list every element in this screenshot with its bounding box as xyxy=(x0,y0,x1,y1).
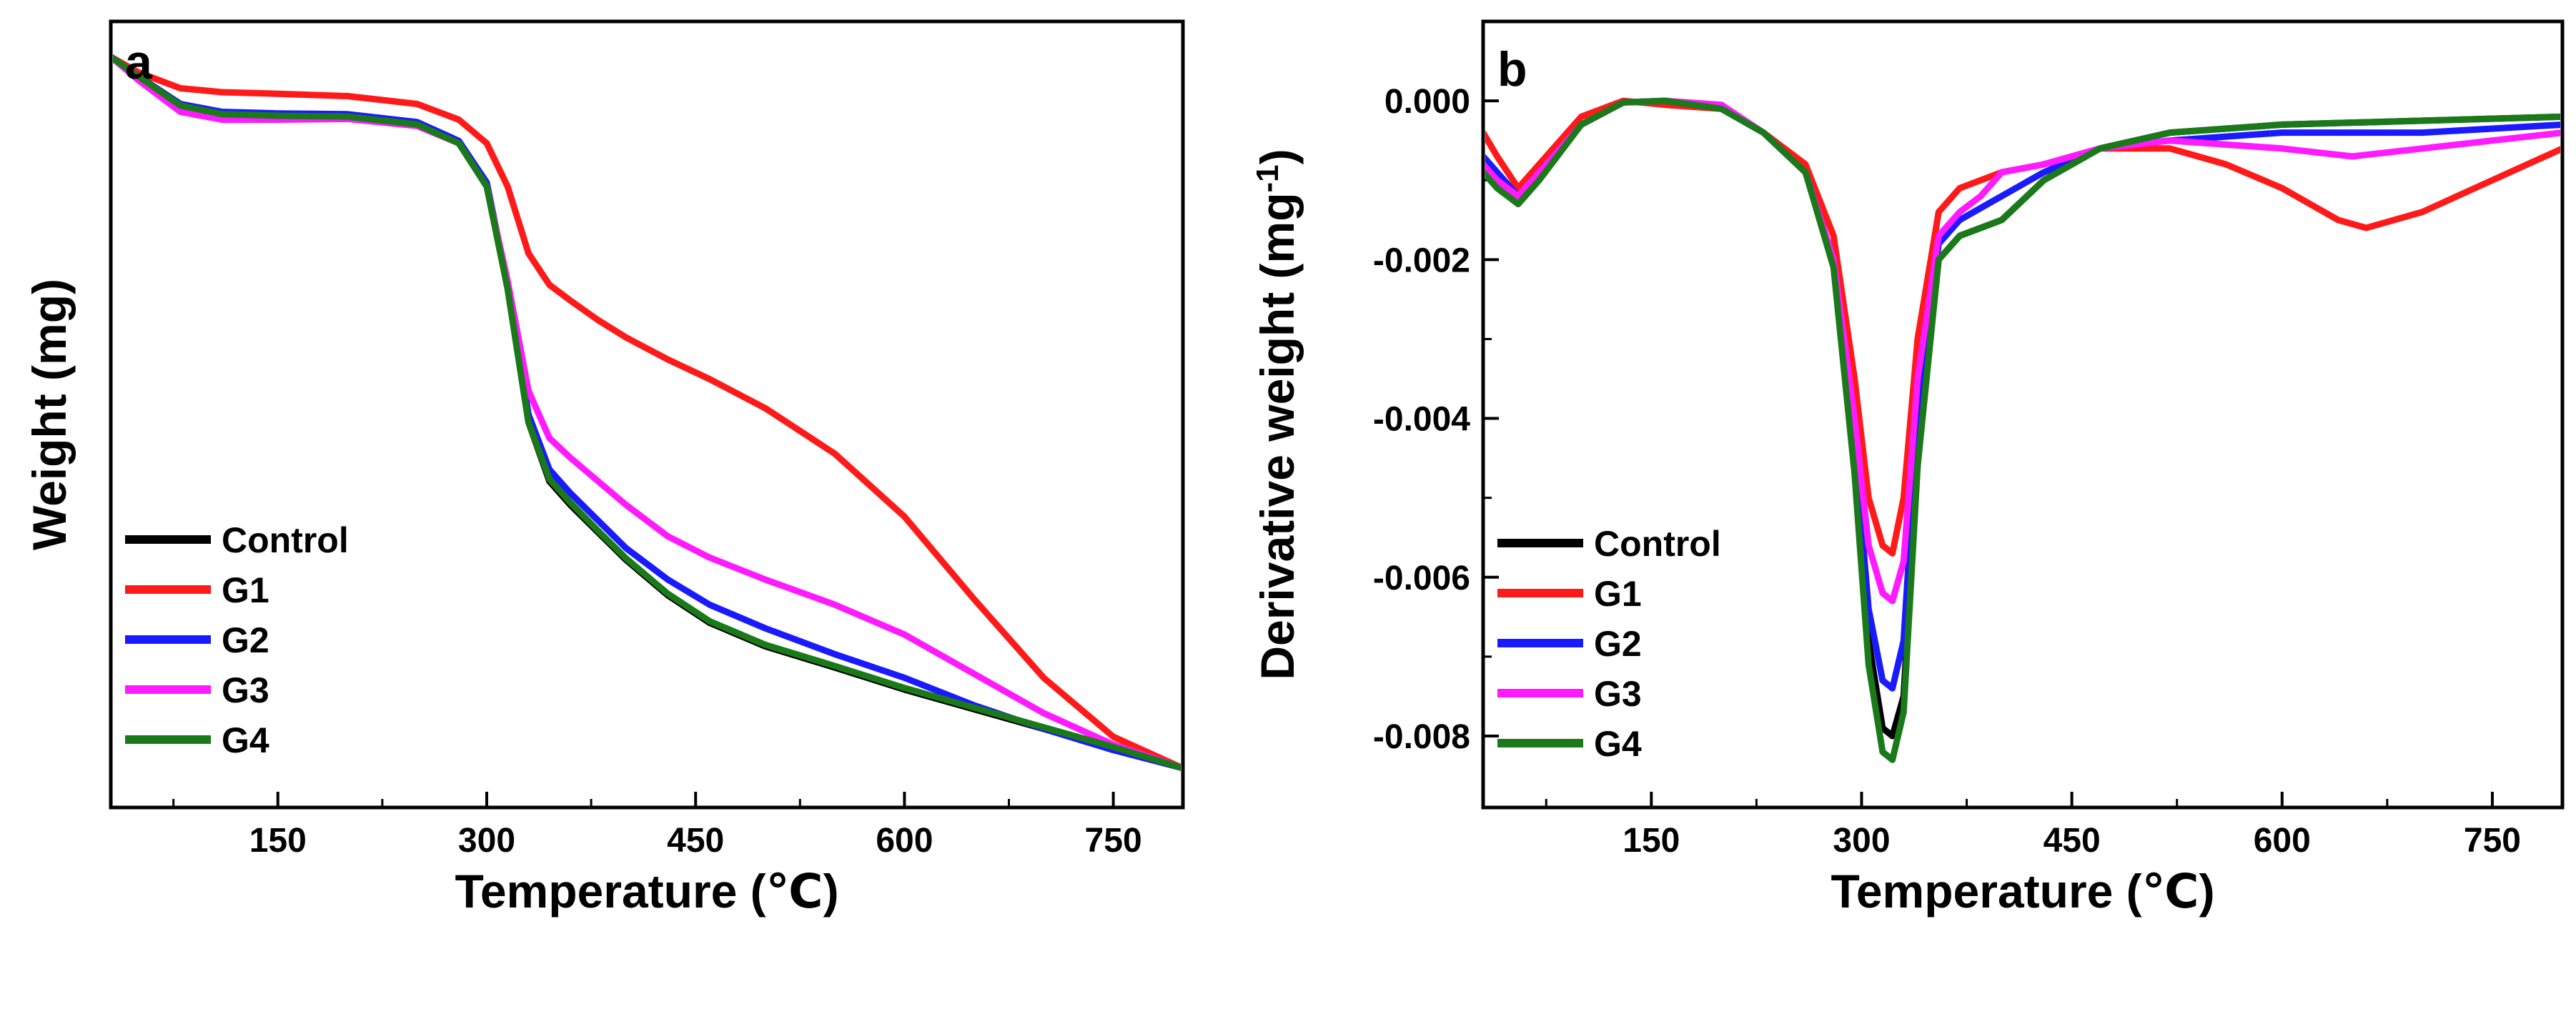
panel-a-frame xyxy=(109,19,1185,810)
panel-a-legend: Control G1 G2 G3 G4 xyxy=(125,520,349,760)
panel-b-y-axis-title-main: Derivative weight (mg xyxy=(1251,192,1304,680)
panel-b-legend-label-g2: G2 xyxy=(1594,624,1642,664)
panel-b-y-axis-title-suffix: ) xyxy=(1251,149,1304,164)
panel-b-legend-label-g4: G4 xyxy=(1594,724,1642,764)
panel-a: 150 300 450 600 750 Control G1 G2 G3 G4 a Temper… xyxy=(23,19,1185,918)
panel-b-legend-label-g3: G3 xyxy=(1594,674,1642,714)
panel-b-lines xyxy=(1485,97,2560,763)
panel-b-y-tick-label-0: 0.000 xyxy=(1384,83,1470,121)
panel-b-x-tick-label-300: 300 xyxy=(1833,822,1890,860)
panel-b-x-tick-label-600: 600 xyxy=(2254,822,2311,860)
panel-b-y-tick-label-1: -0.002 xyxy=(1373,242,1470,279)
panel-a-series-g4 xyxy=(113,54,1181,771)
panel-b-y-tick-label-2: -0.004 xyxy=(1373,401,1470,439)
panel-b-x-axis-title: Temperature (℃) xyxy=(1831,865,2214,918)
panel-b-legend: Control G1 G2 G3 G4 xyxy=(1497,524,1721,764)
panel-b-y-axis-title-superscript: -1 xyxy=(1250,164,1285,192)
panel-b: 150 300 450 600 750 0.000 -0.002 -0.004 -0.006 -0… xyxy=(1250,19,2565,918)
panel-b-letter: b xyxy=(1497,42,1527,96)
panel-b-frame xyxy=(1481,19,2565,810)
panel-a-x-tick-label-600: 600 xyxy=(876,822,933,860)
panel-a-legend-label-g4: G4 xyxy=(222,720,269,760)
panel-b-series-g4 xyxy=(1485,97,2560,763)
panel-a-x-axis-title: Temperature (℃) xyxy=(455,865,838,918)
panel-a-series-g3 xyxy=(113,54,1181,771)
panel-a-x-tick-label-300: 300 xyxy=(458,822,515,860)
panel-b-x-tick-label-150: 150 xyxy=(1623,822,1680,860)
panel-a-legend-label-control: Control xyxy=(222,520,349,560)
panel-a-legend-label-g1: G1 xyxy=(222,570,269,610)
panel-b-ticks: 150 300 450 600 750 0.000 -0.002 -0.004 -0.006 -0… xyxy=(1373,20,2521,860)
panel-a-series-control xyxy=(113,54,1181,771)
panel-a-x-tick-label-150: 150 xyxy=(249,822,307,860)
panel-a-x-tick-label-450: 450 xyxy=(667,822,724,860)
panel-b-y-tick-label-4: -0.008 xyxy=(1373,718,1470,756)
panel-b-x-tick-label-450: 450 xyxy=(2044,822,2101,860)
panel-a-lines xyxy=(113,54,1181,771)
panel-a-legend-label-g2: G2 xyxy=(222,620,269,660)
panel-b-legend-label-control: Control xyxy=(1594,524,1721,564)
panel-a-y-axis-title: Weight (mg) xyxy=(23,279,76,550)
panel-a-legend-label-g3: G3 xyxy=(222,670,269,710)
panel-b-x-tick-label-750: 750 xyxy=(2464,822,2521,860)
panel-a-letter: a xyxy=(125,35,153,89)
panel-a-series-g1 xyxy=(113,54,1181,771)
panel-b-legend-label-g1: G1 xyxy=(1594,574,1642,614)
panel-b-y-tick-label-3: -0.006 xyxy=(1373,560,1470,597)
panel-a-ticks: 150 300 450 600 750 xyxy=(172,792,1142,860)
panel-a-x-tick-label-750: 750 xyxy=(1085,822,1142,860)
panel-b-y-axis-title: Derivative weight (mg-1) xyxy=(1250,149,1304,680)
panel-b-series-g2 xyxy=(1485,97,2560,692)
panel-a-series-g2 xyxy=(113,54,1181,771)
